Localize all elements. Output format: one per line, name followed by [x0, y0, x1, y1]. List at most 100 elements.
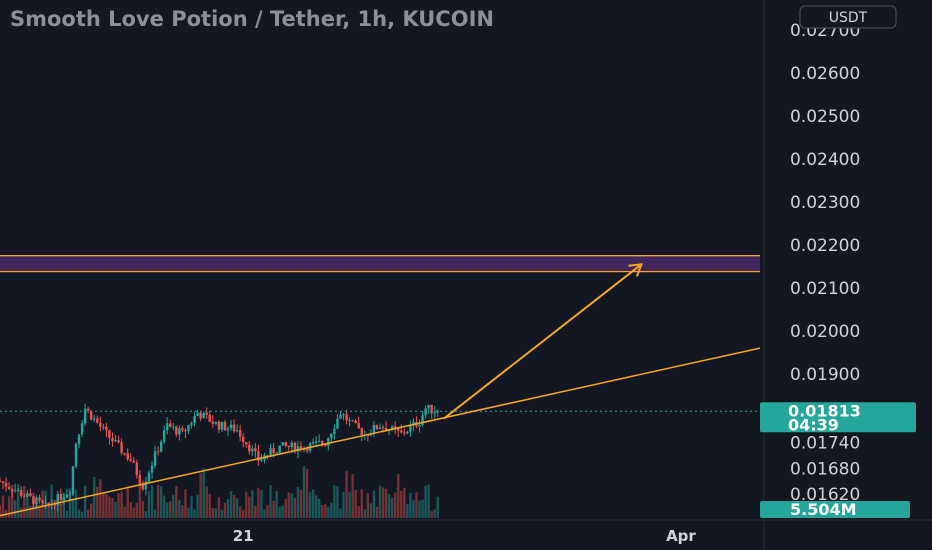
volume-bar	[354, 489, 357, 518]
volume-bar	[375, 506, 379, 518]
price-tick-label: 0.02600	[790, 64, 860, 84]
volume-bar	[29, 505, 32, 518]
volume-bar	[321, 504, 324, 518]
volume-bar	[83, 485, 87, 518]
volume-bar	[363, 509, 366, 518]
volume-bar	[342, 492, 345, 518]
volume-bar	[23, 486, 26, 518]
price-tick-label: 0.02200	[790, 236, 860, 256]
candle-body	[144, 481, 148, 490]
volume-bar	[135, 502, 138, 518]
volume-bar	[397, 474, 400, 518]
candle-body	[251, 448, 254, 452]
candle-body	[129, 459, 132, 461]
volume-bar	[412, 500, 415, 518]
candle-body	[357, 423, 360, 429]
candle-body	[217, 421, 221, 430]
candle-body	[126, 453, 129, 460]
candle-body	[38, 497, 41, 501]
volume-bar	[59, 504, 62, 518]
volume-bar	[260, 489, 263, 518]
candle-body	[77, 434, 81, 445]
candle-body	[269, 447, 272, 456]
resistance-zone[interactable]	[0, 255, 760, 273]
volume-bar	[378, 485, 382, 518]
price-tick-label: 0.02400	[790, 150, 860, 170]
time-tick-label: 21	[233, 527, 254, 545]
candle-body	[53, 503, 56, 506]
volume-bar	[242, 510, 245, 518]
volume-bar	[281, 505, 284, 518]
candle-body	[311, 442, 315, 444]
candle-body	[333, 428, 336, 434]
volume-bar	[369, 503, 373, 518]
candle-body	[208, 414, 211, 422]
currency-badge-label: USDT	[829, 10, 868, 26]
chart-title: Smooth Love Potion / Tether, 1h, KUCOIN	[10, 7, 494, 31]
volume-bar	[123, 506, 126, 518]
volume-bar	[318, 498, 321, 518]
candle-body	[397, 428, 400, 431]
volume-bar	[71, 498, 75, 518]
candle-body	[284, 442, 287, 446]
volume-bar	[424, 485, 427, 518]
candle-body	[226, 428, 230, 431]
volume-bar	[144, 511, 148, 518]
current-price-value: 0.01813	[788, 401, 861, 420]
candle-body	[314, 441, 318, 443]
drawings[interactable]	[0, 263, 761, 517]
volume-bar	[196, 494, 199, 518]
candle-body	[193, 416, 196, 423]
volume-bar	[418, 500, 421, 518]
candle-body	[378, 427, 382, 430]
volume-bar	[235, 498, 239, 518]
candle-body	[254, 448, 257, 452]
volume-bar	[214, 508, 218, 518]
volume-bar	[251, 490, 254, 518]
candle-body	[375, 425, 379, 430]
volume-bar	[10, 484, 14, 518]
volume-bar	[117, 493, 120, 518]
candle-body	[248, 444, 251, 452]
candle-body	[220, 421, 224, 430]
candle-body	[275, 452, 278, 454]
candle-body	[102, 426, 105, 428]
volume-bar	[275, 491, 278, 518]
candle-body	[409, 425, 412, 432]
volume-bar	[226, 499, 230, 518]
candle-body	[324, 444, 327, 446]
currency-badge[interactable]: USDT	[799, 5, 897, 29]
candle-body	[147, 472, 151, 482]
candle-body	[4, 482, 8, 487]
volume-bar	[430, 511, 433, 518]
candle-body	[433, 412, 436, 414]
candle-body	[318, 441, 321, 443]
price-axis[interactable]: 0.027000.026000.025000.024000.023000.022…	[790, 21, 860, 505]
volume-bar	[102, 492, 105, 518]
resistance-zone-fill	[0, 255, 760, 272]
candle-body	[390, 426, 394, 430]
volume-bar	[409, 492, 412, 518]
volume-bar	[175, 486, 178, 518]
volume-bar	[223, 502, 227, 518]
candle-body	[166, 423, 169, 431]
volume-bar	[390, 497, 394, 518]
price-tick-label: 0.01620	[790, 485, 860, 505]
candle-body	[120, 442, 123, 454]
candle-body	[214, 421, 218, 424]
volume-bar	[108, 496, 111, 518]
volume-bar	[147, 491, 151, 518]
candle-body	[345, 414, 348, 421]
time-axis[interactable]: 21 Apr	[233, 527, 697, 545]
candle-body	[235, 430, 239, 432]
volume-bar	[372, 490, 376, 518]
price-tick-label: 0.01680	[790, 459, 860, 479]
volume-bar	[138, 476, 142, 518]
volume-bar	[290, 493, 294, 518]
volume-bar	[178, 499, 181, 518]
volume-bar	[336, 486, 339, 518]
volume-bar	[205, 486, 208, 518]
candle-body	[141, 483, 145, 490]
volume-bar	[77, 509, 81, 518]
